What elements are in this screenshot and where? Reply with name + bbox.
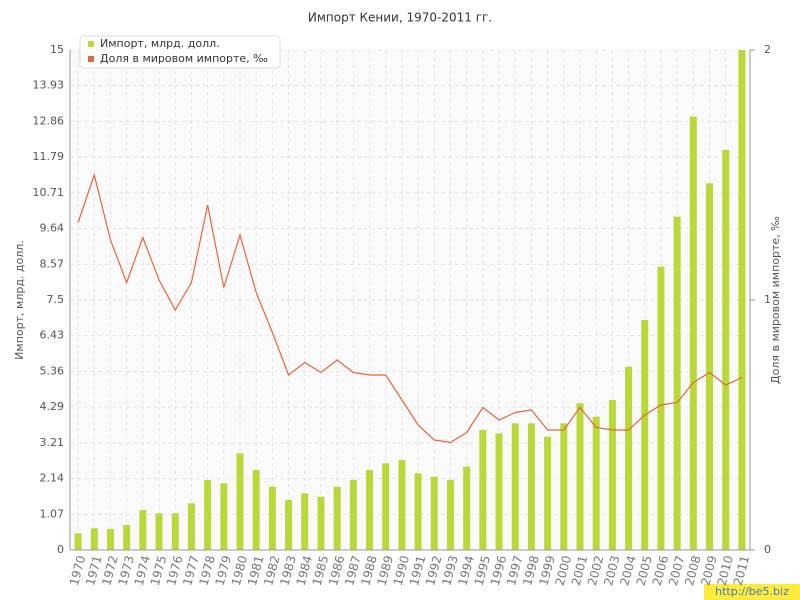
y-tick-label: 4.29: [40, 400, 65, 413]
y-tick-label: 5.36: [40, 364, 65, 377]
bar: [738, 50, 746, 550]
legend: [79, 35, 281, 69]
bar: [414, 473, 422, 550]
y2-tick-label: 0: [764, 543, 771, 556]
watermark: http://be5.biz: [715, 585, 789, 598]
bar: [333, 486, 341, 550]
bar: [527, 423, 535, 550]
bar: [268, 486, 276, 550]
bar: [285, 500, 293, 550]
bar: [430, 476, 438, 550]
y-tick-label: 7.5: [47, 293, 65, 306]
bar: [382, 463, 390, 550]
bar: [511, 423, 519, 550]
bar: [171, 513, 179, 550]
watermark-bg: [704, 584, 800, 600]
marks: [74, 50, 746, 551]
bar: [673, 216, 681, 550]
bar: [560, 423, 568, 550]
bar: [689, 116, 697, 551]
bar: [90, 528, 98, 550]
bar: [463, 466, 471, 550]
y-tick-label: 3.21: [40, 436, 65, 449]
bar: [446, 480, 454, 550]
bar: [366, 470, 374, 550]
bar: [495, 433, 503, 550]
y-tick-label: 1.07: [40, 507, 65, 520]
bar: [592, 416, 600, 550]
y-tick-label: 9.64: [40, 222, 65, 235]
y2-axis-title: Доля в мировом импорте, ‰: [769, 216, 782, 384]
bar: [301, 493, 309, 550]
bar: [576, 403, 584, 550]
y2-tick-label: 2: [764, 43, 771, 56]
bar: [544, 436, 552, 550]
bar: [349, 480, 357, 550]
bar: [722, 150, 730, 550]
legend-swatch: [88, 56, 94, 62]
legend-swatch: [88, 41, 94, 47]
y-tick-label: 0: [57, 543, 64, 556]
bar: [236, 453, 244, 550]
chart-title: Импорт Кении, 1970-2011 гг.: [308, 11, 492, 25]
bar: [608, 400, 616, 550]
bar: [204, 480, 212, 550]
y-tick-label: 8.57: [40, 257, 65, 270]
bar: [625, 366, 633, 550]
bar: [398, 460, 406, 550]
bar: [220, 483, 228, 550]
line: [77, 172, 743, 444]
bar: [641, 320, 649, 550]
y2-tick-label: 1: [764, 293, 771, 306]
y-tick-label: 13.93: [33, 79, 65, 92]
y-tick-label: 6.43: [40, 329, 65, 342]
y-tick-label: 2.14: [40, 472, 65, 485]
bar: [106, 529, 114, 550]
bar: [187, 503, 195, 550]
legend-label: Импорт, млрд. долл.: [100, 37, 220, 50]
legend-label: Доля в мировом импорте, ‰: [100, 52, 268, 65]
bar: [139, 510, 147, 550]
bar: [706, 183, 714, 551]
bar: [252, 470, 260, 550]
y-tick-label: 15: [50, 43, 64, 56]
bar: [317, 496, 325, 550]
bar: [74, 533, 82, 550]
bar: [479, 430, 487, 550]
y-tick-label: 11.79: [33, 150, 65, 163]
bar: [155, 513, 163, 550]
y-tick-label: 10.71: [33, 186, 65, 199]
y-tick-label: 12.86: [33, 114, 65, 127]
bar: [657, 266, 665, 550]
bar: [123, 525, 131, 550]
y-axis-title: Импорт, млрд. долл.: [13, 240, 26, 360]
